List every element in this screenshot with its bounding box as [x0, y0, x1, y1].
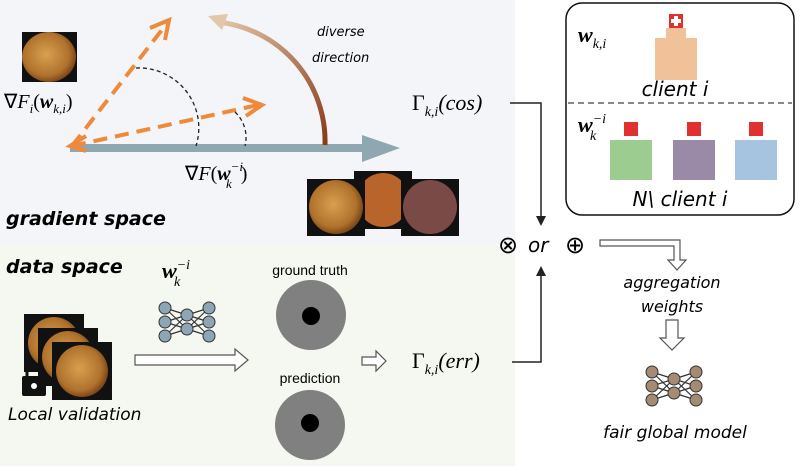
- ground-truth-mask: [276, 280, 346, 350]
- neural-network-icon-global: [645, 365, 703, 407]
- hospital-icon-client: [655, 14, 697, 80]
- nn-node: [158, 315, 172, 329]
- nn-node: [689, 393, 703, 407]
- data-space-title: data space: [6, 256, 123, 278]
- client-weight-label: wk,i: [578, 22, 606, 52]
- hollow-arrow-aggregation: [599, 239, 688, 271]
- cos-connector: [510, 102, 542, 222]
- nn-node: [158, 329, 172, 343]
- neural-network-icon-client: [158, 301, 216, 343]
- gradient-space-title: gradient space: [6, 208, 166, 230]
- prediction-label: prediction: [280, 370, 341, 386]
- hospital-icon-blue: [735, 122, 777, 180]
- diverse-label-1: diverse: [317, 25, 365, 40]
- nn-node: [689, 379, 703, 393]
- aggregation-label-2: weights: [641, 297, 703, 316]
- fundus-images-validation: [24, 314, 112, 400]
- aggregation-label-1: aggregation: [623, 273, 720, 292]
- hospital-icon-green: [610, 122, 652, 180]
- hollow-arrow-validation: [134, 347, 249, 373]
- otimes-symbol: ⊗: [498, 233, 518, 259]
- global-gradient-label: ∇F(w−i k): [184, 159, 247, 191]
- angle-arc-small: [234, 111, 247, 147]
- others-weight-label: w−i k: [578, 112, 606, 144]
- prediction-mask: [275, 390, 345, 460]
- lock-icon: [22, 362, 46, 396]
- nn-node: [667, 372, 681, 386]
- oplus-symbol: ⊕: [565, 233, 585, 259]
- nn-node: [202, 315, 216, 329]
- others-label: N\ client i: [633, 187, 728, 211]
- nn-node: [180, 308, 194, 322]
- model-weight-label: w−i k: [162, 258, 190, 290]
- diverse-direction-arrowhead: [208, 14, 228, 30]
- nn-node: [689, 365, 703, 379]
- hollow-arrow-prediction: [361, 349, 387, 373]
- err-connector-arrowhead: [536, 266, 546, 276]
- hollow-arrow-down: [658, 319, 686, 351]
- orange-arrowheads: [65, 16, 267, 153]
- client-label: client i: [642, 77, 709, 101]
- nn-node: [645, 365, 659, 379]
- fundus-images-others: [307, 171, 459, 236]
- nn-node: [202, 301, 216, 315]
- err-connector: [512, 270, 542, 363]
- local-gradient-label: ∇Fi(wk,i): [3, 91, 73, 116]
- local-validation-label: Local validation: [8, 405, 141, 425]
- global-gradient-arrowhead: [362, 135, 400, 162]
- nn-node: [180, 322, 194, 336]
- nn-node: [667, 386, 681, 400]
- fair-global-model-label: fair global model: [603, 423, 747, 443]
- nn-node: [645, 393, 659, 407]
- fundus-image-local: [22, 32, 77, 82]
- nn-node: [202, 329, 216, 343]
- local-gradient-arrows: [70, 20, 259, 148]
- hospital-icon-purple: [673, 122, 715, 180]
- diverse-direction-arc: [217, 19, 328, 146]
- nn-node: [645, 379, 659, 393]
- nn-node: [158, 301, 172, 315]
- ground-truth-label: ground truth: [272, 262, 348, 278]
- gamma-err-label: Γk,i(err): [412, 348, 480, 378]
- or-label: or: [528, 233, 550, 257]
- cos-connector-arrowhead: [536, 216, 546, 226]
- diverse-label-2: direction: [312, 51, 369, 66]
- angle-arc-large: [135, 67, 200, 147]
- gamma-cos-label: Γk,i(cos): [412, 90, 482, 120]
